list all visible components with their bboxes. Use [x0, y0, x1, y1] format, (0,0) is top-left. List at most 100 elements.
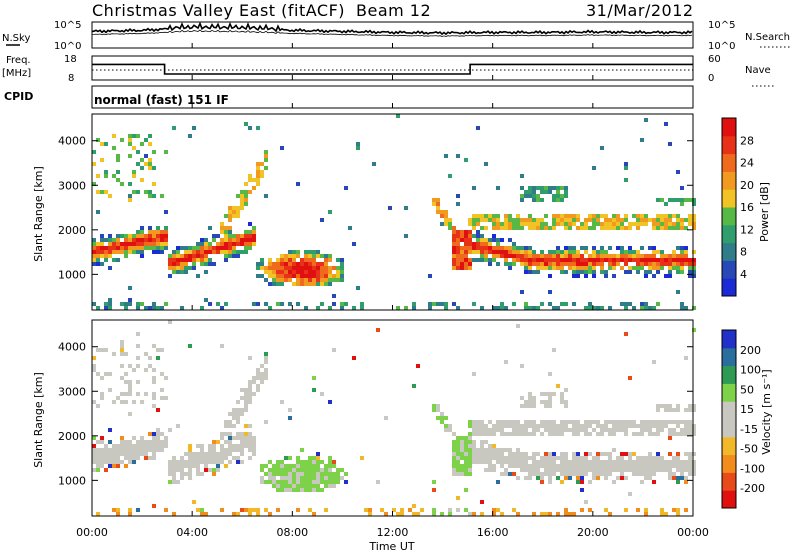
velocity-cell: [96, 452, 100, 456]
power-cell: [264, 150, 268, 154]
power-cell: [188, 250, 192, 254]
power-cell: [620, 226, 624, 230]
power-cell: [664, 222, 668, 226]
velocity-cell: [156, 436, 160, 440]
power-cell: [160, 194, 164, 198]
velocity-cell: [220, 344, 224, 348]
velocity-cell: [292, 472, 296, 476]
power-cell: [684, 250, 688, 254]
power-cell: [268, 266, 272, 270]
power-cell: [532, 186, 536, 190]
velocity-cell: [636, 456, 640, 460]
power-cell: [532, 270, 536, 274]
velocity-cell: [468, 456, 472, 460]
power-cell: [148, 306, 152, 310]
power-cell: [676, 270, 680, 274]
velocity-cell: [280, 464, 284, 468]
power-cell: [120, 246, 124, 250]
power-cell: [520, 186, 524, 190]
velocity-cell: [536, 472, 540, 476]
velocity-cell: [688, 460, 692, 464]
power-cell: [656, 222, 660, 226]
velocity-cell: [504, 424, 508, 428]
power-cell: [672, 226, 676, 230]
velocity-cell: [180, 468, 184, 472]
velocity-cell: [192, 500, 196, 504]
power-cell: [544, 226, 548, 230]
velocity-cell: [564, 420, 568, 424]
velocity-cell: [456, 460, 460, 464]
velocity-cell: [468, 424, 472, 428]
velocity-cell: [500, 512, 504, 516]
velocity-cell: [656, 456, 660, 460]
power-cell: [676, 226, 680, 230]
power-cell: [456, 154, 460, 158]
power-cell: [612, 254, 616, 258]
velocity-cell: [168, 460, 172, 464]
power-cell: [308, 278, 312, 282]
velocity-cell: [288, 456, 292, 460]
power-cell: [136, 134, 140, 138]
power-cell: [552, 186, 556, 190]
velocity-cell: [448, 508, 452, 512]
velocity-cell: [568, 476, 572, 480]
power-cell: [280, 278, 284, 282]
power-cell: [548, 186, 552, 190]
velocity-cell: [376, 328, 380, 332]
power-cell: [504, 214, 508, 218]
velocity-cell: [584, 500, 588, 504]
power-cell: [192, 258, 196, 262]
power-cell: [644, 218, 648, 222]
power-cell: [260, 162, 264, 166]
power-cell: [524, 306, 528, 310]
power-cell: [280, 270, 284, 274]
velocity-cell: [552, 464, 556, 468]
velocity-cell: [656, 432, 660, 436]
velocity-cell: [156, 348, 160, 352]
power-cell: [280, 146, 284, 150]
power-cell: [652, 250, 656, 254]
power-cell: [184, 270, 188, 274]
velocity-cell: [644, 468, 648, 472]
colorbar-segment: [722, 189, 736, 208]
velocity-cell: [252, 452, 256, 456]
velocity-cell: [596, 432, 600, 436]
velocity-cell: [252, 440, 256, 444]
power-cell: [684, 254, 688, 258]
power-cell: [452, 250, 456, 254]
power-cell: [624, 254, 628, 258]
velocity-cell: [124, 444, 128, 448]
velocity-cell: [152, 392, 156, 396]
power-cell: [688, 214, 692, 218]
power-cell: [96, 246, 100, 250]
power-cell: [612, 226, 616, 230]
colorbar-segment: [722, 207, 736, 226]
velocity-cell: [184, 452, 188, 456]
velocity-cell: [236, 420, 240, 424]
velocity-cell: [140, 452, 144, 456]
power-cell: [636, 226, 640, 230]
velocity-cell: [448, 424, 452, 428]
power-cell: [128, 134, 132, 138]
power-cell: [660, 254, 664, 258]
velocity-cell: [120, 344, 124, 348]
velocity-cell: [568, 468, 572, 472]
power-cell: [640, 266, 644, 270]
velocity-cell: [604, 420, 608, 424]
colorbar-segment: [722, 224, 736, 244]
power-cell: [440, 214, 444, 218]
velocity-cell: [688, 464, 692, 468]
power-cell: [284, 262, 288, 266]
velocity-cell: [312, 472, 316, 476]
power-cell: [320, 274, 324, 278]
power-cell: [136, 250, 140, 254]
power-cell: [644, 222, 648, 226]
velocity-cell: [632, 424, 636, 428]
power-cell: [176, 246, 180, 250]
velocity-cell: [188, 344, 192, 348]
velocity-cell: [228, 412, 232, 416]
velocity-cell: [204, 456, 208, 460]
power-cell: [644, 302, 648, 306]
power-cell: [180, 306, 184, 310]
power-cell: [592, 266, 596, 270]
